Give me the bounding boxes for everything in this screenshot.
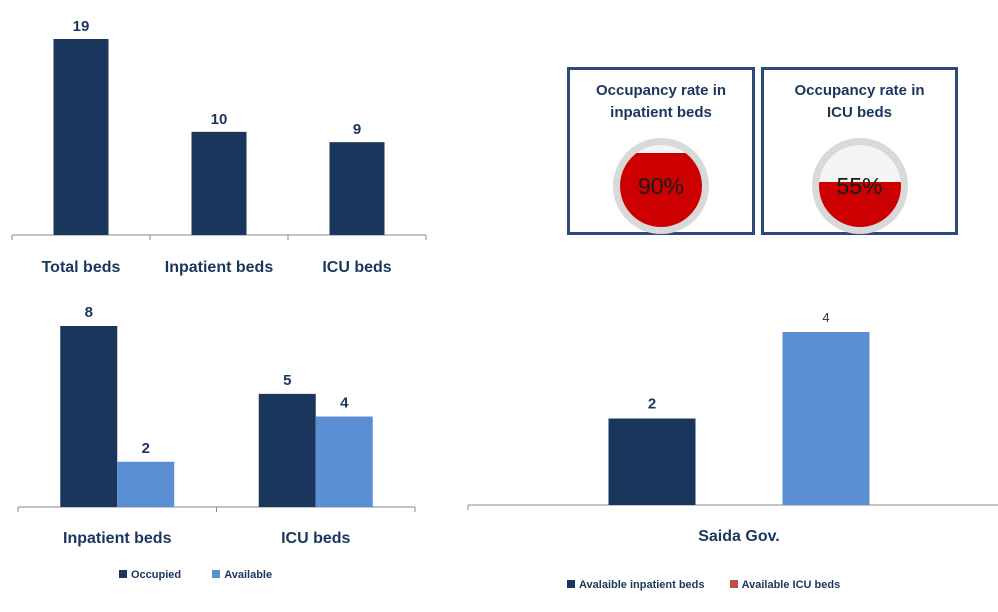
legend-label-inpatient-beds: Avalaible inpatient beds: [579, 579, 705, 591]
legend-item-available: Available: [212, 569, 272, 581]
icu-occupancy-gauge: 55%: [811, 138, 908, 234]
chart2-category-label-icu-beds: ICU beds: [281, 530, 350, 547]
icu-occupancy-gauge-fill: [818, 181, 901, 227]
chart3-category-label-saida-gov: Saida Gov.: [698, 528, 780, 545]
chart2-data-label-icu-beds-occupied: 5: [283, 372, 291, 389]
icu-occupancy-title-line1: Occupancy rate in: [794, 82, 925, 99]
chart2-bar-icu-beds-occupied: [258, 393, 316, 507]
legend-swatch-icu-beds: [729, 580, 738, 588]
chart3-bar-available-icu-beds: [782, 332, 870, 505]
chart2-category-label-inpatient-beds: Inpatient beds: [63, 530, 172, 547]
inpatient-occupancy-card: Occupancy rate in inpatient beds 90%: [567, 67, 755, 235]
chart1-bar-total-beds: [53, 39, 109, 235]
chart2-data-label-inpatient-beds-occupied: 8: [85, 304, 93, 321]
saida-legend: Avalaible inpatient beds Available ICU b…: [567, 579, 868, 591]
legend-label-icu-beds: Available ICU beds: [741, 579, 841, 591]
chart1-data-label-total-beds: 19: [73, 18, 90, 35]
chart1-bar-inpatient-beds: [191, 131, 247, 235]
icu-occupancy-card: Occupancy rate in ICU beds 55%: [761, 67, 958, 235]
legend-swatch-inpatient-beds: [567, 580, 575, 588]
chart2-bar-icu-beds-available: [315, 416, 373, 507]
inpatient-occupancy-title-line1: Occupancy rate in: [595, 82, 727, 99]
legend-item-icu-beds: Available ICU beds: [729, 579, 841, 591]
inpatient-occupancy-gauge-fill: [620, 153, 702, 227]
chart2-bar-inpatient-beds-available: [117, 461, 175, 507]
chart1-bar-icu-beds: [329, 142, 385, 235]
inpatient-occupancy-value: 90%: [637, 173, 685, 199]
chart1-category-label-icu-beds: ICU beds: [322, 259, 391, 276]
icu-occupancy-title-line2: ICU beds: [826, 104, 892, 121]
legend-item-inpatient-beds: Avalaible inpatient beds: [567, 579, 705, 591]
inpatient-occupancy-gauge: 90%: [613, 138, 709, 234]
chart3-data-label-available-icu-beds: 4: [822, 310, 829, 325]
chart1-category-label-inpatient-beds: Inpatient beds: [165, 259, 274, 276]
chart3-bar-avalaible-inpatient-beds: [608, 418, 696, 505]
legend-label-occupied: Occupied: [131, 569, 182, 581]
inpatient-occupancy-title-line2: inpatient beds: [610, 104, 712, 121]
legend-swatch-available: [212, 570, 221, 578]
bed-status-legend: Occupied Available: [119, 569, 300, 581]
chart2-bar-inpatient-beds-occupied: [60, 326, 118, 507]
inpatient-occupancy-title: Occupancy rate in inpatient beds: [570, 80, 752, 124]
legend-item-occupied: Occupied: [119, 569, 181, 581]
icu-occupancy-value: 55%: [836, 173, 883, 199]
chart3-data-label-avalaible-inpatient-beds: 2: [648, 396, 656, 413]
legend-label-available: Available: [224, 569, 273, 581]
legend-swatch-occupied: [119, 570, 127, 578]
chart1-data-label-inpatient-beds: 10: [211, 111, 228, 128]
chart1-data-label-icu-beds: 9: [353, 121, 361, 138]
chart2-data-label-icu-beds-available: 4: [340, 395, 349, 412]
chart1-category-label-total-beds: Total beds: [42, 259, 121, 276]
chart2-data-label-inpatient-beds-available: 2: [142, 440, 150, 457]
icu-occupancy-title: Occupancy rate in ICU beds: [764, 80, 955, 124]
